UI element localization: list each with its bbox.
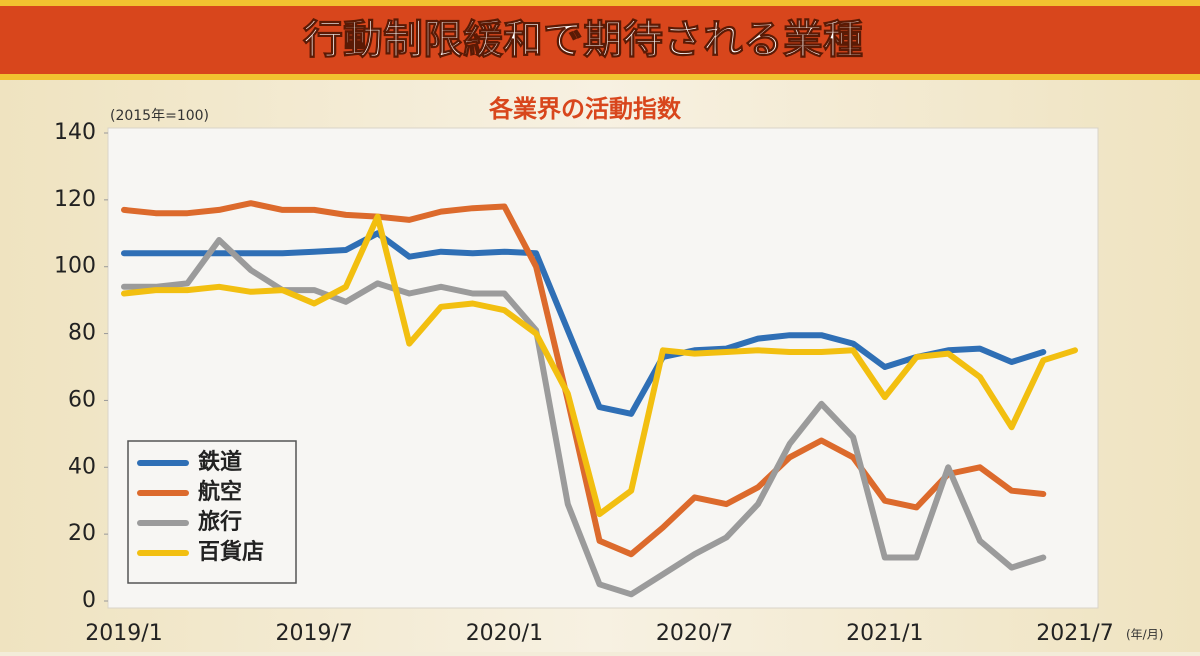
y-tick-label: 120 xyxy=(54,187,96,212)
y-tick-label: 20 xyxy=(68,521,96,546)
y-tick-label: 80 xyxy=(68,321,96,346)
series-line xyxy=(121,213,1078,518)
x-tick-label: 2019/7 xyxy=(275,621,352,646)
x-tick-label: 2019/1 xyxy=(85,621,162,646)
legend-label: 旅行 xyxy=(198,509,242,535)
x-tick-label: 2020/1 xyxy=(466,621,543,646)
y-tick-label: 40 xyxy=(68,454,96,479)
x-tick-label: 2021/7 xyxy=(1036,621,1113,646)
series-line xyxy=(121,200,1047,558)
x-unit-label: (年/月) xyxy=(1126,628,1163,642)
chart-subtitle: 各業界の活動指数 xyxy=(488,95,682,123)
chart-title: 行動制限緩和で期待される業種 xyxy=(303,17,863,63)
y-tick-label: 0 xyxy=(82,588,96,613)
y-tick-label: 100 xyxy=(54,254,96,279)
legend-label: 鉄道 xyxy=(198,449,242,475)
legend-label: 百貨店 xyxy=(198,539,264,565)
series-line xyxy=(121,237,1047,598)
y-unit-label: (2015年=100) xyxy=(110,108,209,124)
x-tick-label: 2020/7 xyxy=(656,621,733,646)
y-tick-label: 140 xyxy=(54,120,96,145)
title-bar xyxy=(0,6,1200,74)
series-line xyxy=(121,230,1047,417)
legend-label: 航空 xyxy=(198,479,242,505)
y-tick-label: 60 xyxy=(68,387,96,412)
x-tick-label: 2021/1 xyxy=(846,621,923,646)
